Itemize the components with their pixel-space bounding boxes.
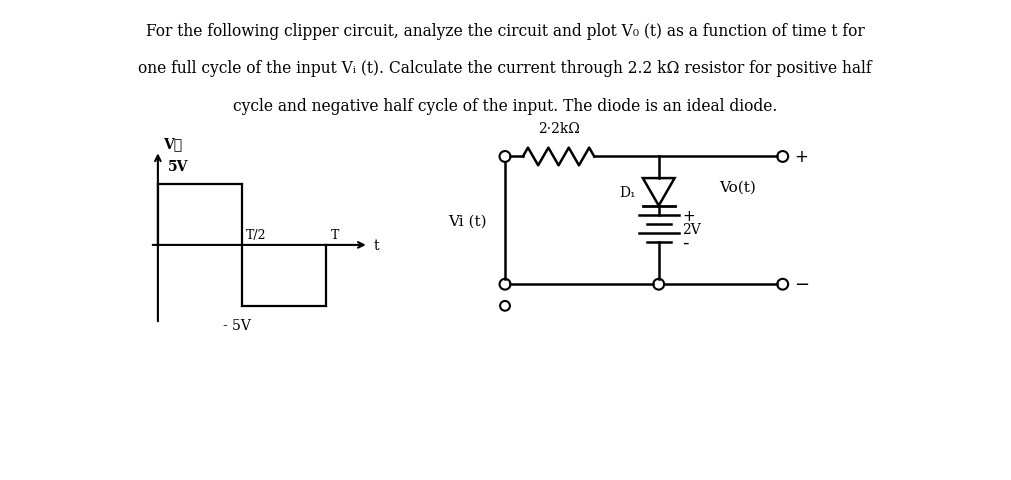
Text: 5V: 5V — [168, 159, 188, 173]
Text: −: − — [795, 276, 810, 294]
Text: 2·2kΩ: 2·2kΩ — [538, 121, 579, 135]
Text: t: t — [374, 239, 379, 252]
Text: Vi (t): Vi (t) — [449, 214, 487, 228]
Text: cycle and negative half cycle of the input. The diode is an ideal diode.: cycle and negative half cycle of the inp… — [233, 97, 777, 114]
Text: +: + — [682, 208, 696, 224]
Text: - 5V: - 5V — [223, 318, 251, 332]
Text: Vᵯ: Vᵯ — [163, 137, 182, 151]
Text: Vo(t): Vo(t) — [719, 180, 756, 194]
Text: T/2: T/2 — [246, 228, 267, 241]
Text: T: T — [331, 228, 339, 241]
Text: For the following clipper circuit, analyze the circuit and plot V₀ (t) as a func: For the following clipper circuit, analy… — [146, 23, 864, 40]
Text: -: - — [682, 233, 690, 252]
Text: one full cycle of the input Vᵢ (t). Calculate the current through 2.2 kΩ resisto: one full cycle of the input Vᵢ (t). Calc… — [139, 60, 871, 77]
Polygon shape — [643, 179, 674, 206]
Text: 2V: 2V — [682, 222, 702, 236]
Text: D₁: D₁ — [620, 185, 636, 199]
Text: +: + — [795, 148, 809, 166]
